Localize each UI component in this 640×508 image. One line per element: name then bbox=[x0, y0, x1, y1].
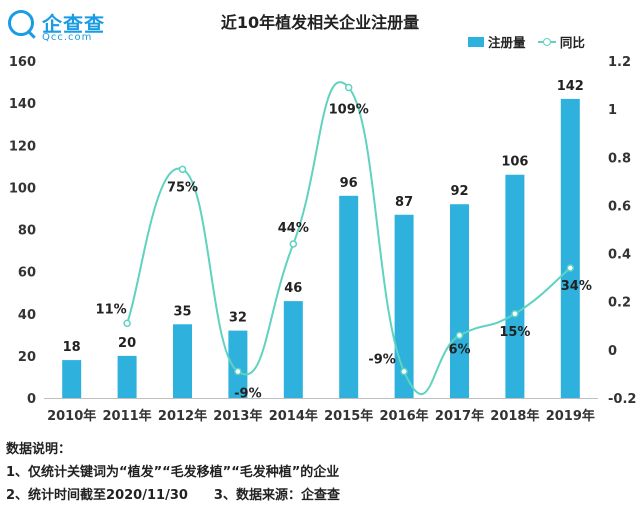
y-right-tick-label: -0.2 bbox=[608, 392, 636, 407]
bar bbox=[62, 360, 82, 398]
notes-line-1: 1、仅统计关键词为“植发”“毛发移植”“毛发种植”的企业 bbox=[6, 465, 340, 480]
x-tick-label: 2019年 bbox=[546, 408, 595, 424]
bar bbox=[117, 355, 137, 398]
yoy-value-label: 15% bbox=[499, 325, 530, 340]
bar bbox=[560, 98, 580, 398]
x-tick-label: 2015年 bbox=[324, 408, 373, 424]
x-tick-label: 2016年 bbox=[380, 408, 429, 424]
notes-heading: 数据说明： bbox=[6, 442, 72, 457]
notes-line-2a: 2、统计时间截至2020/11/30 bbox=[6, 488, 188, 503]
legend-item-yoy: 同比 bbox=[537, 32, 585, 51]
notes-line-2: 2、统计时间截至2020/11/30 3、数据来源：企查查 bbox=[6, 484, 340, 507]
bar-value-label: 18 bbox=[63, 340, 81, 355]
chart-title: 近10年植发相关企业注册量 bbox=[220, 13, 420, 32]
y-right-tick-label: 0.8 bbox=[608, 151, 631, 166]
y-left-tick-label: 40 bbox=[18, 308, 36, 323]
yoy-point bbox=[234, 367, 242, 376]
x-tick-label: 2010年 bbox=[47, 408, 96, 424]
logo-domain: Qcc.com bbox=[42, 32, 93, 43]
yoy-value-label: -9% bbox=[368, 353, 395, 368]
bar-value-label: 20 bbox=[118, 336, 136, 351]
yoy-value-label: -9% bbox=[234, 387, 261, 402]
yoy-value-label: 44% bbox=[278, 221, 309, 236]
y-left-tick-label: 80 bbox=[18, 224, 36, 239]
bar-value-label: 35 bbox=[173, 304, 191, 319]
bar bbox=[505, 174, 525, 398]
bar-value-label: 106 bbox=[501, 155, 528, 170]
magnifier-icon bbox=[8, 10, 34, 36]
bar-value-label: 87 bbox=[395, 195, 413, 210]
y-right-tick-label: 1 bbox=[608, 103, 617, 118]
yoy-point bbox=[511, 310, 519, 318]
y-left-tick-label: 140 bbox=[9, 97, 36, 112]
bar-value-label: 142 bbox=[557, 79, 584, 94]
y-right-tick-label: 0.6 bbox=[608, 199, 631, 214]
combo-chart: 020406080100120140160-0.200.20.40.60.811… bbox=[9, 55, 637, 424]
bar bbox=[228, 330, 248, 398]
bar bbox=[450, 204, 469, 398]
bar bbox=[283, 301, 303, 398]
bar-value-label: 92 bbox=[450, 184, 468, 199]
y-left-tick-label: 0 bbox=[27, 392, 36, 407]
x-tick-label: 2012年 bbox=[158, 408, 207, 424]
data-notes: 数据说明： 1、仅统计关键词为“植发”“毛发移植”“毛发种植”的企业 2、统计时… bbox=[6, 438, 340, 507]
y-right-tick-label: 1.2 bbox=[608, 55, 631, 70]
yoy-point bbox=[455, 331, 464, 340]
y-left-tick-label: 20 bbox=[18, 350, 36, 365]
yoy-point bbox=[566, 264, 575, 272]
y-left-tick-label: 160 bbox=[9, 55, 36, 70]
chart-legend: 注册量 同比 bbox=[468, 32, 593, 51]
yoy-point bbox=[400, 367, 408, 376]
y-right-tick-label: 0 bbox=[608, 344, 617, 359]
yoy-point bbox=[289, 240, 298, 248]
x-tick-label: 2018年 bbox=[490, 408, 539, 424]
bar-value-label: 32 bbox=[229, 311, 247, 326]
legend-line-swatch bbox=[537, 37, 556, 47]
yoy-value-label: 34% bbox=[561, 279, 592, 294]
y-left-tick-label: 100 bbox=[9, 181, 36, 196]
bar-value-label: 46 bbox=[284, 281, 302, 296]
qcc-logo: 企查查 Qcc.com bbox=[8, 6, 128, 46]
x-tick-label: 2017年 bbox=[435, 408, 484, 424]
yoy-point bbox=[178, 165, 187, 174]
yoy-value-label: 109% bbox=[329, 102, 369, 117]
y-right-tick-label: 0.4 bbox=[608, 248, 631, 263]
legend-label-registrations: 注册量 bbox=[488, 35, 526, 50]
notes-line-3: 3、数据来源：企查查 bbox=[213, 488, 340, 503]
bar bbox=[339, 195, 359, 398]
legend-label-yoy: 同比 bbox=[559, 35, 585, 50]
yoy-value-label: 75% bbox=[167, 180, 198, 195]
x-tick-label: 2014年 bbox=[269, 408, 318, 424]
legend-item-registrations: 注册量 bbox=[468, 32, 526, 51]
x-tick-label: 2011年 bbox=[103, 408, 152, 424]
yoy-value-label: 11% bbox=[96, 302, 127, 317]
y-right-tick-label: 0.2 bbox=[608, 296, 631, 311]
bar-value-label: 96 bbox=[340, 176, 358, 191]
y-left-tick-label: 120 bbox=[9, 139, 36, 154]
logo-name: 企查查 bbox=[42, 12, 105, 36]
bar bbox=[394, 214, 414, 398]
yoy-point bbox=[123, 319, 131, 328]
yoy-value-label: 6% bbox=[448, 342, 470, 357]
bar bbox=[173, 324, 192, 398]
yoy-point bbox=[344, 83, 353, 92]
y-left-tick-label: 60 bbox=[18, 266, 36, 281]
legend-bar-swatch bbox=[468, 36, 484, 47]
x-tick-label: 2013年 bbox=[213, 408, 262, 424]
